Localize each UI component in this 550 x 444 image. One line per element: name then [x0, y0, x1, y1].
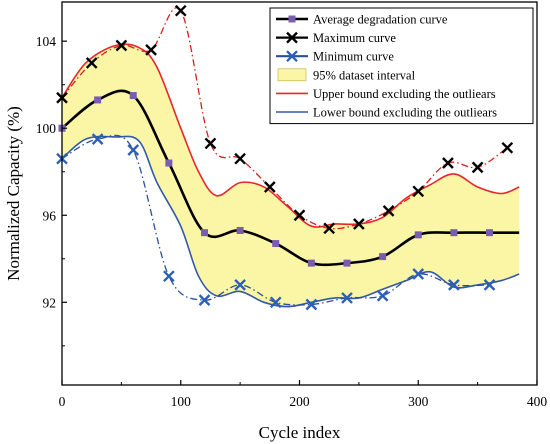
legend-label: Maximum curve: [313, 31, 396, 45]
legend: Average degradation curve Maximum curve Mi…: [269, 7, 534, 125]
maximum-point: [174, 4, 187, 17]
maximum-point: [263, 181, 276, 193]
maximum-point: [442, 157, 454, 169]
minimum-point: [341, 292, 353, 304]
maximum-point: [471, 161, 484, 174]
average-point: [414, 231, 422, 239]
legend-item: Minimum curve: [276, 50, 394, 64]
legend-swatch-marker: [288, 15, 296, 23]
x-tick-label: 300: [408, 394, 429, 409]
maximum-point: [293, 209, 306, 222]
average-point: [201, 229, 208, 237]
x-tick-label: 100: [171, 394, 192, 409]
y-tick-label: 92: [43, 295, 57, 310]
legend-swatch-band: [277, 68, 307, 82]
average-point: [379, 253, 387, 261]
average-point: [129, 92, 137, 100]
maximum-point: [501, 141, 514, 154]
maximum-point: [145, 44, 157, 56]
axis-ticks-layer: 0 100 200 300 400 92 96 100 104: [36, 34, 548, 409]
maximum-point: [412, 185, 425, 198]
y-tick-label: 100: [36, 121, 57, 136]
x-tick-label: 200: [289, 394, 310, 409]
minimum-point: [127, 144, 140, 156]
minimum-point: [198, 294, 211, 306]
maximum-point: [85, 57, 98, 69]
y-tick-label: 104: [36, 34, 57, 49]
minimum-point: [483, 279, 496, 291]
minimum-point: [412, 268, 425, 280]
maximum-point: [323, 222, 336, 235]
minimum-point: [376, 289, 389, 302]
legend-item: Lower bound excluding the outliears: [276, 106, 497, 120]
minimum-point: [305, 298, 318, 311]
legend-swatch-marker: [286, 50, 298, 63]
x-axis-title: Cycle index: [259, 423, 341, 442]
maximum-point: [353, 218, 365, 230]
average-point: [165, 159, 173, 167]
average-point: [236, 226, 244, 234]
minimum-point: [91, 133, 104, 145]
x-tick-label: 400: [527, 394, 548, 409]
x-tick-label: 0: [59, 394, 66, 409]
legend-item: Average degradation curve: [276, 13, 448, 27]
maximum-point: [204, 137, 217, 150]
legend-item: 95% dataset interval: [277, 68, 416, 82]
minimum-point: [234, 279, 246, 291]
average-curve-line: [62, 89, 520, 267]
average-point: [94, 96, 102, 104]
average-point: [343, 259, 351, 267]
maximum-point: [115, 39, 128, 52]
y-axis-title: Normalized Capacity (%): [4, 106, 23, 281]
average-point: [307, 259, 315, 267]
legend-label: 95% dataset interval: [313, 68, 416, 82]
legend-label: Upper bound excluding the outliears: [313, 87, 496, 101]
legend-label: Average degradation curve: [313, 13, 448, 27]
series-lines-layer: [62, 7, 520, 308]
y-tick-label: 96: [43, 208, 57, 223]
legend-label: Minimum curve: [313, 50, 394, 64]
minimum-point: [163, 270, 175, 283]
maximum-point: [234, 152, 246, 165]
average-point: [272, 240, 280, 248]
legend-swatch-marker: [286, 31, 298, 44]
average-point: [486, 229, 493, 237]
maximum-curve-line: [62, 7, 508, 230]
minimum-point: [269, 296, 282, 309]
legend-item: Maximum curve: [276, 31, 396, 45]
maximum-point: [382, 205, 395, 217]
average-point: [450, 229, 458, 237]
minimum-point: [448, 279, 460, 291]
lower-bound-line: [62, 135, 520, 308]
legend-label: Lower bound excluding the outliears: [313, 106, 497, 120]
legend-box: [269, 7, 534, 125]
legend-item: Upper bound excluding the outliears: [276, 87, 496, 101]
